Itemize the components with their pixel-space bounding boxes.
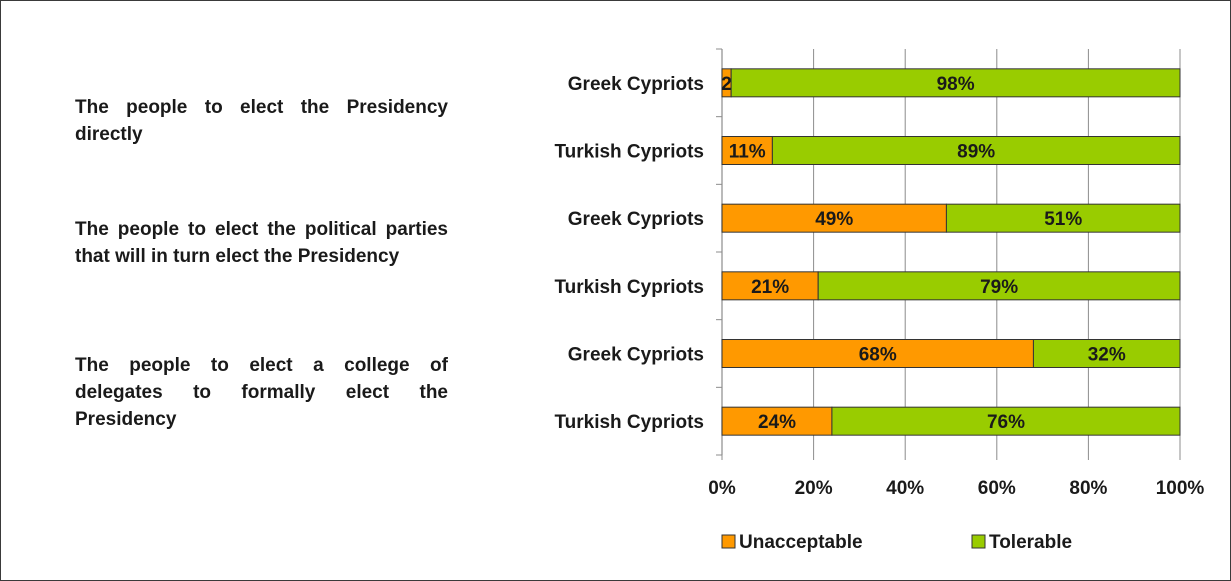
data-label-tolerable: 79% <box>980 277 1018 298</box>
x-tick-label: 0% <box>708 478 736 499</box>
legend-swatch-unacceptable <box>721 534 736 549</box>
data-label-unacceptable: 68% <box>859 345 897 366</box>
x-tick-label: 100% <box>1156 478 1205 499</box>
bar-unacceptable <box>721 203 947 233</box>
data-label-tolerable: 98% <box>937 74 975 95</box>
bar-unacceptable <box>721 339 1034 368</box>
data-label-unacceptable: 49% <box>815 209 853 230</box>
bar-unacceptable <box>721 136 773 165</box>
question-label-1: The people to elect the Presidency direc… <box>75 97 448 145</box>
data-label-unacceptable: 11% <box>729 142 766 163</box>
data-label-unacceptable: 21% <box>751 277 789 298</box>
bar-tolerable <box>1032 339 1181 368</box>
category-label: Greek Cypriots <box>568 345 704 366</box>
bar-tolerable <box>945 203 1181 233</box>
bar-tolerable <box>730 68 1181 98</box>
data-label-tolerable: 89% <box>957 142 995 163</box>
legend-swatch-tolerable <box>971 534 986 549</box>
legend-label-tolerable: Tolerable <box>989 532 1072 553</box>
category-label: Turkish Cypriots <box>554 412 704 433</box>
category-label: Turkish Cypriots <box>554 277 704 298</box>
data-label-tolerable: 51% <box>1044 209 1082 230</box>
x-tick-label: 20% <box>795 478 833 499</box>
data-label-unacceptable: 2 <box>721 74 732 95</box>
bar-unacceptable <box>721 271 819 301</box>
question-label-2: The people to elect the political partie… <box>75 219 448 267</box>
data-label-tolerable: 76% <box>987 412 1025 433</box>
legend-label-unacceptable: Unacceptable <box>739 532 863 553</box>
bar-tolerable <box>771 136 1181 165</box>
question-label-3: The people to elect a college of delegat… <box>75 355 448 430</box>
x-tick-label: 60% <box>978 478 1016 499</box>
bar-tolerable <box>831 406 1181 436</box>
category-label: Greek Cypriots <box>568 209 704 230</box>
x-tick-label: 40% <box>886 478 924 499</box>
bar-tolerable <box>817 271 1181 301</box>
data-label-tolerable: 32% <box>1088 345 1126 366</box>
category-label: Greek Cypriots <box>568 74 704 95</box>
category-label: Turkish Cypriots <box>554 142 704 163</box>
data-label-unacceptable: 24% <box>758 412 796 433</box>
x-tick-label: 80% <box>1069 478 1107 499</box>
